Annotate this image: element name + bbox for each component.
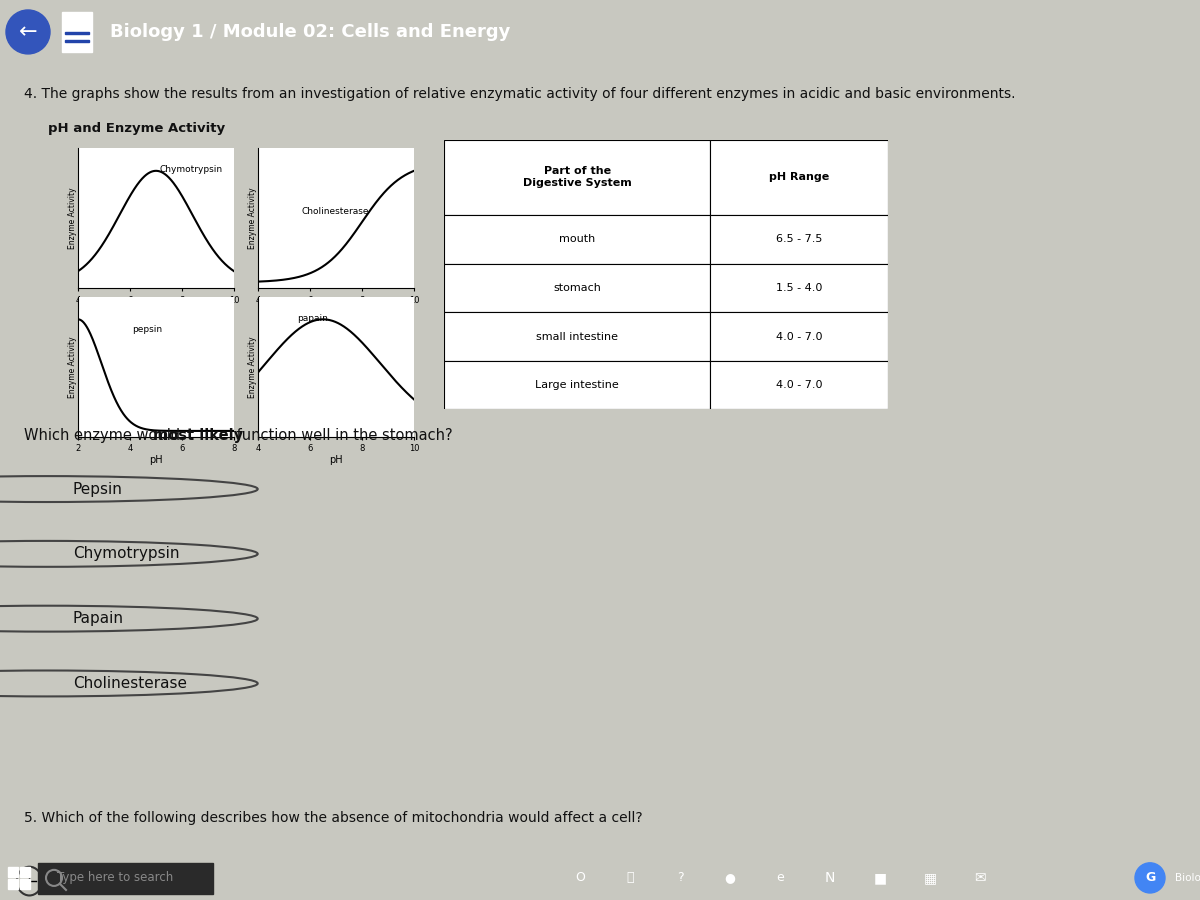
Text: G: G xyxy=(1145,871,1156,885)
Y-axis label: Enzyme Activity: Enzyme Activity xyxy=(247,336,257,398)
Text: stomach: stomach xyxy=(553,283,601,293)
Y-axis label: Enzyme Activity: Enzyme Activity xyxy=(247,187,257,249)
Bar xyxy=(8,867,18,877)
Text: papain: papain xyxy=(298,314,328,323)
Circle shape xyxy=(6,10,50,54)
Text: 1.5 - 4.0: 1.5 - 4.0 xyxy=(776,283,822,293)
Text: function well in the stomach?: function well in the stomach? xyxy=(232,428,452,443)
Y-axis label: Enzyme Activity: Enzyme Activity xyxy=(67,336,77,398)
Bar xyxy=(444,140,710,215)
Text: ?: ? xyxy=(677,871,683,885)
Text: 目: 目 xyxy=(626,871,634,885)
Text: 5. Which of the following describes how the absence of mitochondria would affect: 5. Which of the following describes how … xyxy=(24,811,642,825)
Circle shape xyxy=(1135,863,1165,893)
Text: Pepsin: Pepsin xyxy=(73,482,122,497)
Bar xyxy=(710,215,888,264)
Text: Chymotrypsin: Chymotrypsin xyxy=(73,546,180,562)
Text: Biology 1 - Activitie: Biology 1 - Activitie xyxy=(1175,873,1200,883)
Text: Part of the
Digestive System: Part of the Digestive System xyxy=(523,166,631,188)
Bar xyxy=(710,361,888,410)
Text: ←: ← xyxy=(19,22,37,42)
Bar xyxy=(710,264,888,312)
Text: O: O xyxy=(575,871,584,885)
Bar xyxy=(444,215,710,264)
X-axis label: pH: pH xyxy=(329,306,343,316)
Text: Cholinesterase: Cholinesterase xyxy=(73,676,187,691)
Text: Papain: Papain xyxy=(73,611,124,626)
Bar xyxy=(62,12,92,52)
Text: ✉: ✉ xyxy=(974,871,986,885)
Text: pH and Enzyme Activity: pH and Enzyme Activity xyxy=(48,122,226,135)
X-axis label: pH: pH xyxy=(149,454,163,464)
Bar xyxy=(20,879,30,889)
Bar xyxy=(710,312,888,361)
Text: Large intestine: Large intestine xyxy=(535,380,619,391)
Bar xyxy=(38,863,214,894)
Text: Cholinesterase: Cholinesterase xyxy=(301,207,370,216)
Bar xyxy=(444,361,710,410)
Bar xyxy=(710,140,888,215)
Text: 6.5 - 7.5: 6.5 - 7.5 xyxy=(776,234,822,245)
Text: most likely: most likely xyxy=(154,428,244,443)
Text: Which enzyme would: Which enzyme would xyxy=(24,428,185,443)
Text: N: N xyxy=(824,871,835,885)
Bar xyxy=(444,312,710,361)
Text: 4.0 - 7.0: 4.0 - 7.0 xyxy=(776,331,822,342)
Text: Biology 1 / Module 02: Cells and Energy: Biology 1 / Module 02: Cells and Energy xyxy=(110,23,510,41)
Text: 4. The graphs show the results from an investigation of relative enzymatic activ: 4. The graphs show the results from an i… xyxy=(24,87,1015,101)
Bar xyxy=(20,867,30,877)
Text: ▦: ▦ xyxy=(924,871,936,885)
Y-axis label: Enzyme Activity: Enzyme Activity xyxy=(67,187,77,249)
Text: 4.0 - 7.0: 4.0 - 7.0 xyxy=(776,380,822,391)
X-axis label: pH: pH xyxy=(329,454,343,464)
Text: mouth: mouth xyxy=(559,234,595,245)
Text: small intestine: small intestine xyxy=(536,331,618,342)
Text: pH Range: pH Range xyxy=(769,172,829,183)
Text: e: e xyxy=(776,871,784,885)
Bar xyxy=(65,32,89,34)
Text: pepsin: pepsin xyxy=(132,325,163,334)
Bar xyxy=(8,879,18,889)
Text: ●: ● xyxy=(725,871,736,885)
Text: ■: ■ xyxy=(874,871,887,885)
Bar xyxy=(65,40,89,42)
Text: Type here to search: Type here to search xyxy=(56,871,173,885)
Text: Chymotrypsin: Chymotrypsin xyxy=(160,166,222,175)
X-axis label: pH: pH xyxy=(149,306,163,316)
Bar xyxy=(444,264,710,312)
